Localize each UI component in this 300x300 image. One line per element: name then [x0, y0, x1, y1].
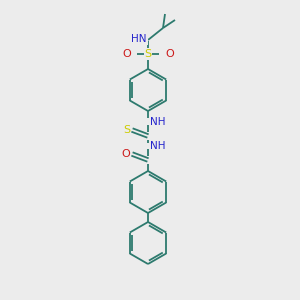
- Text: NH: NH: [150, 141, 166, 151]
- Text: O: O: [165, 49, 174, 59]
- Text: S: S: [123, 125, 130, 135]
- Text: HN: HN: [131, 34, 147, 44]
- Text: NH: NH: [150, 117, 166, 127]
- Text: O: O: [122, 49, 131, 59]
- Text: S: S: [144, 49, 152, 59]
- Text: O: O: [121, 149, 130, 159]
